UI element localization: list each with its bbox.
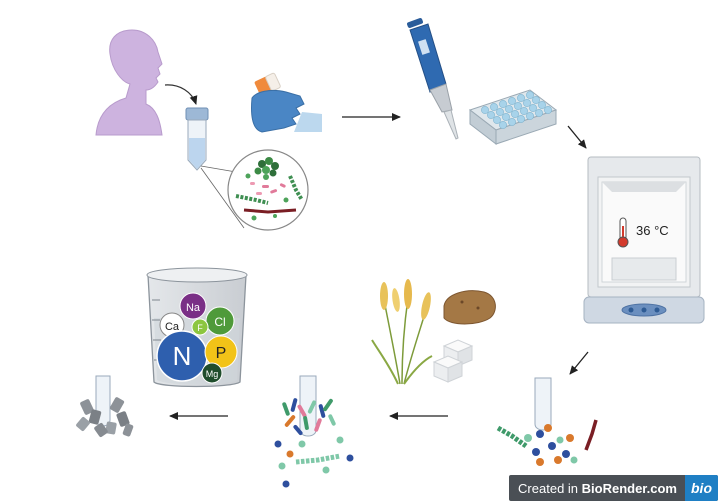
nutrient-ca-label: Ca — [165, 321, 180, 333]
zoom-line-bottom — [200, 167, 245, 229]
microbiome-zoom-circle — [227, 149, 309, 231]
culture-tube-icon — [534, 377, 552, 431]
incubator-temperature-label: 36 °C — [636, 223, 669, 238]
badge-brand: BioRender.com — [581, 480, 677, 496]
fermentation-microbes-icon — [274, 436, 354, 488]
plate-wells — [481, 91, 552, 129]
sample-tube-icon — [185, 107, 209, 171]
arrow-mouth-to-tube — [164, 84, 198, 105]
nutrient-p-label: P — [216, 345, 227, 362]
nutrient-f-label: F — [197, 323, 203, 333]
nutrient-f-icon: F — [191, 318, 209, 336]
human-profile-icon — [95, 29, 163, 136]
potato-icon — [443, 290, 496, 325]
fermentation-tube-icon — [282, 375, 336, 437]
nutrient-n-label: N — [173, 341, 192, 371]
microbe-rods-icon — [250, 182, 286, 195]
nutrient-n-icon: N — [156, 330, 208, 382]
wheat-plant-icon — [371, 279, 433, 385]
thermometer-icon — [617, 217, 629, 248]
pipette-icon — [407, 18, 459, 140]
biorender-logo-icon: bio — [685, 475, 718, 501]
arrow-to-culture-tube — [569, 351, 589, 375]
nutrient-na-icon: Na — [179, 292, 207, 320]
nutrient-cl-label: Cl — [214, 315, 225, 329]
well-plate-icon — [468, 89, 558, 146]
gloved-hand-tube-icon — [251, 72, 322, 133]
biorender-badge[interactable]: Created in BioRender.com bio — [509, 475, 718, 501]
nutrient-na-label: Na — [186, 302, 201, 314]
badge-prefix: Created in — [518, 480, 582, 496]
nutrient-cl-icon: Cl — [205, 306, 235, 336]
badge-text: Created in BioRender.com — [509, 481, 685, 496]
grey-aggregates-icon — [76, 397, 134, 437]
sugar-cubes-icon — [432, 339, 474, 383]
zoom-line-top — [200, 165, 237, 173]
arrow-to-incubator — [567, 125, 587, 149]
microbes-scatter-icon — [496, 419, 598, 466]
nutrient-mg-icon: Mg — [201, 362, 223, 384]
microbe-cluster-icon — [254, 157, 279, 180]
incubator-icon — [583, 156, 705, 324]
microbe-chains-icon — [235, 175, 304, 214]
nutrient-mg-label: Mg — [206, 369, 219, 379]
